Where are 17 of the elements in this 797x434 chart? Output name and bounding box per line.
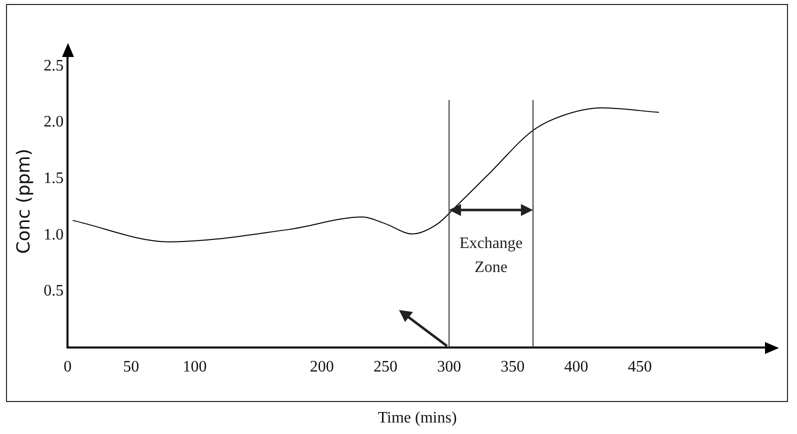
y-tick-label: 1.0: [44, 226, 64, 244]
x-axis-title: Time (mins): [378, 410, 457, 427]
x-tick-label: 0: [64, 358, 72, 376]
y-axis-title: Conc (ppm): [13, 148, 34, 254]
x-tick-label: 300: [437, 358, 462, 376]
x-tick-label: 400: [564, 358, 588, 376]
annotation: Exchange Zone: [460, 235, 523, 276]
x-tick-label: 100: [182, 358, 207, 376]
x-tick-label: 450: [628, 358, 652, 376]
y-tick-label: 2.5: [44, 57, 64, 74]
y-tick-label: 1.5: [44, 170, 64, 187]
x-tick-label: 250: [374, 358, 398, 376]
y-tick-label: 0.5: [44, 282, 64, 300]
y-tick-label: 2.0: [44, 114, 64, 131]
x-tick-label: 50: [123, 358, 140, 376]
x-tick-label: 200: [310, 358, 334, 376]
x-tick-label: 350: [500, 358, 525, 376]
